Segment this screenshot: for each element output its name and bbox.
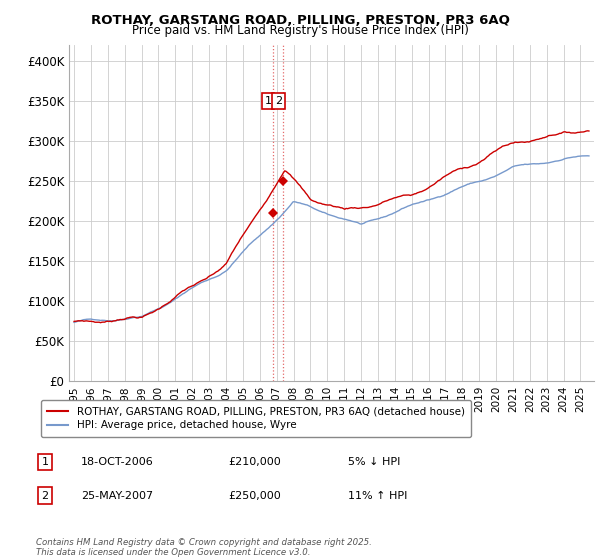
Text: ROTHAY, GARSTANG ROAD, PILLING, PRESTON, PR3 6AQ: ROTHAY, GARSTANG ROAD, PILLING, PRESTON,…	[91, 14, 509, 27]
Text: £210,000: £210,000	[228, 457, 281, 467]
Text: 2: 2	[275, 96, 282, 106]
Text: 1: 1	[41, 457, 49, 467]
Text: 18-OCT-2006: 18-OCT-2006	[81, 457, 154, 467]
Text: 25-MAY-2007: 25-MAY-2007	[81, 491, 153, 501]
Text: Price paid vs. HM Land Registry's House Price Index (HPI): Price paid vs. HM Land Registry's House …	[131, 24, 469, 37]
Text: 1: 1	[265, 96, 272, 106]
Text: 2: 2	[41, 491, 49, 501]
Text: 11% ↑ HPI: 11% ↑ HPI	[348, 491, 407, 501]
Legend: ROTHAY, GARSTANG ROAD, PILLING, PRESTON, PR3 6AQ (detached house), HPI: Average : ROTHAY, GARSTANG ROAD, PILLING, PRESTON,…	[41, 400, 471, 437]
Text: 5% ↓ HPI: 5% ↓ HPI	[348, 457, 400, 467]
Text: £250,000: £250,000	[228, 491, 281, 501]
Text: Contains HM Land Registry data © Crown copyright and database right 2025.
This d: Contains HM Land Registry data © Crown c…	[36, 538, 372, 557]
